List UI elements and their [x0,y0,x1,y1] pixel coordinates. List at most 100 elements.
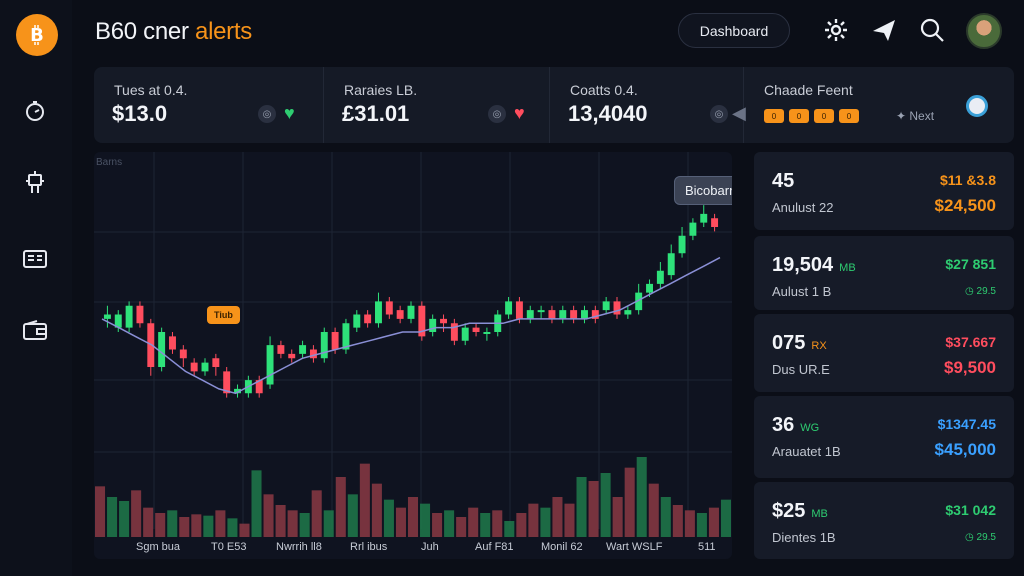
chip[interactable]: 0 [839,109,859,123]
timer-icon[interactable] [22,98,48,124]
candle-body[interactable] [591,310,599,319]
candle-body[interactable] [570,310,578,319]
stat-card[interactable]: Tues at 0.4. $13.0 ◎ ♥ [94,67,324,143]
stat-card[interactable]: Chaade Feent 0 0 0 0 ✦ Next [744,67,1014,143]
candle-body[interactable] [320,332,328,359]
next-label[interactable]: ✦ Next [896,109,935,123]
chip[interactable]: 0 [789,109,809,123]
candle-body[interactable] [667,253,675,276]
candle-body[interactable] [472,327,480,332]
candle-body[interactable] [169,336,176,350]
arrow-icon[interactable]: ◀ [732,103,746,123]
robot-icon[interactable] [22,170,48,196]
candle-body[interactable] [309,349,317,359]
candle-body[interactable] [212,358,220,367]
candle-body[interactable] [277,345,285,354]
market-card[interactable]: $25 MB Dientes 1B $31 042 ◷ 29.5 [754,482,1014,559]
candlestick-chart[interactable] [94,152,732,559]
candle-body[interactable] [581,310,588,319]
candle-body[interactable] [613,301,621,315]
candle-body[interactable] [136,305,144,324]
candle-body[interactable] [331,332,339,350]
send-icon[interactable] [870,16,898,44]
candle-body[interactable] [103,314,111,319]
svg-text:B: B [30,25,44,46]
candle-body[interactable] [461,327,469,341]
candle-body[interactable] [418,305,426,337]
heart-icon[interactable]: ♥ [284,103,295,123]
stat-value: £31.01 [342,101,410,126]
info-icon[interactable]: ◎ [258,105,276,123]
candle-body[interactable] [407,305,415,319]
volume-bar [407,497,419,537]
candle-body[interactable] [526,310,534,319]
chart-badge[interactable]: Tiub [207,306,240,324]
stat-card[interactable]: Coatts 0.4. 13,4040 ◎ ◀ [550,67,746,143]
market-card-amount: $25 [772,500,806,522]
candle-body[interactable] [125,305,133,328]
market-card[interactable]: 19,504 MB Aulust 1 B $27 851 ◷ 29.5 [754,236,1014,310]
candle-body[interactable] [537,310,545,313]
candle-body[interactable] [450,323,458,341]
candle-body[interactable] [353,314,361,328]
candle-body[interactable] [656,270,664,284]
price-chart[interactable]: Barns Bicobarr Tiub Sgm bua T0 E53 Nwrrih … [94,152,732,559]
candle-body[interactable] [440,318,447,324]
market-card-secondary: $45,000 [934,440,996,459]
market-card-amount: 19,504 [772,254,834,276]
market-card[interactable]: 36 WG Arauatet 1B $1347.45 $45,000 [754,396,1014,478]
candle-body[interactable] [375,301,382,324]
candle-body[interactable] [711,218,719,227]
candle-body[interactable] [158,332,166,367]
candle-body[interactable] [396,310,404,319]
info-icon[interactable]: ◎ [488,105,506,123]
toggle-switch[interactable] [966,95,988,117]
wallet-icon[interactable] [22,318,48,344]
volume-bar [275,505,286,537]
candle-body[interactable] [646,283,653,293]
bitcoin-icon[interactable]: B [16,14,58,56]
chip[interactable]: 0 [814,109,834,123]
candle-body[interactable] [288,353,296,359]
candle-body[interactable] [559,310,567,319]
candle-body[interactable] [678,235,686,254]
heart-icon[interactable]: ♥ [514,103,525,123]
chip[interactable]: 0 [764,109,784,123]
candle-body[interactable] [223,371,231,394]
market-card[interactable]: 45 Anulust 22 $11 &3.8 $24,500 [754,152,1014,230]
candle-body[interactable] [515,301,523,319]
candle-body[interactable] [548,310,556,319]
volume-bar [576,477,587,537]
candle-body[interactable] [635,292,643,311]
candle-body[interactable] [234,388,241,394]
candle-body[interactable] [689,222,697,236]
market-card-tag: MB [839,262,856,274]
candle-body[interactable] [190,362,198,372]
candle-body[interactable] [700,213,708,223]
candle-body[interactable] [483,332,491,334]
chip-row: 0 0 0 0 [764,109,859,123]
candle-body[interactable] [429,318,437,332]
candle-body[interactable] [179,349,187,359]
candle-body[interactable] [114,314,122,328]
dashboard-button[interactable]: Dashboard [678,13,790,48]
market-card[interactable]: 075 RX Dus UR.E $37.667 $9,500 [754,314,1014,392]
info-icon[interactable]: ◎ [710,105,728,123]
candle-body[interactable] [255,380,263,394]
candle-body[interactable] [364,314,372,324]
candle-body[interactable] [505,301,513,315]
candle-body[interactable] [342,323,350,350]
candle-body[interactable] [624,310,632,315]
gear-icon[interactable] [822,16,850,44]
avatar[interactable] [966,13,1002,49]
news-icon[interactable] [22,246,48,272]
stat-card[interactable]: Raraies LB. £31.01 ◎ ♥ [324,67,550,143]
candle-body[interactable] [201,362,209,372]
market-card-subtitle: Anulust 22 [772,200,834,215]
candle-body[interactable] [602,301,610,311]
candle-body[interactable] [266,345,274,385]
search-icon[interactable] [918,16,946,44]
candle-body[interactable] [299,345,307,354]
candle-body[interactable] [385,301,393,315]
volume-bar [287,510,298,537]
